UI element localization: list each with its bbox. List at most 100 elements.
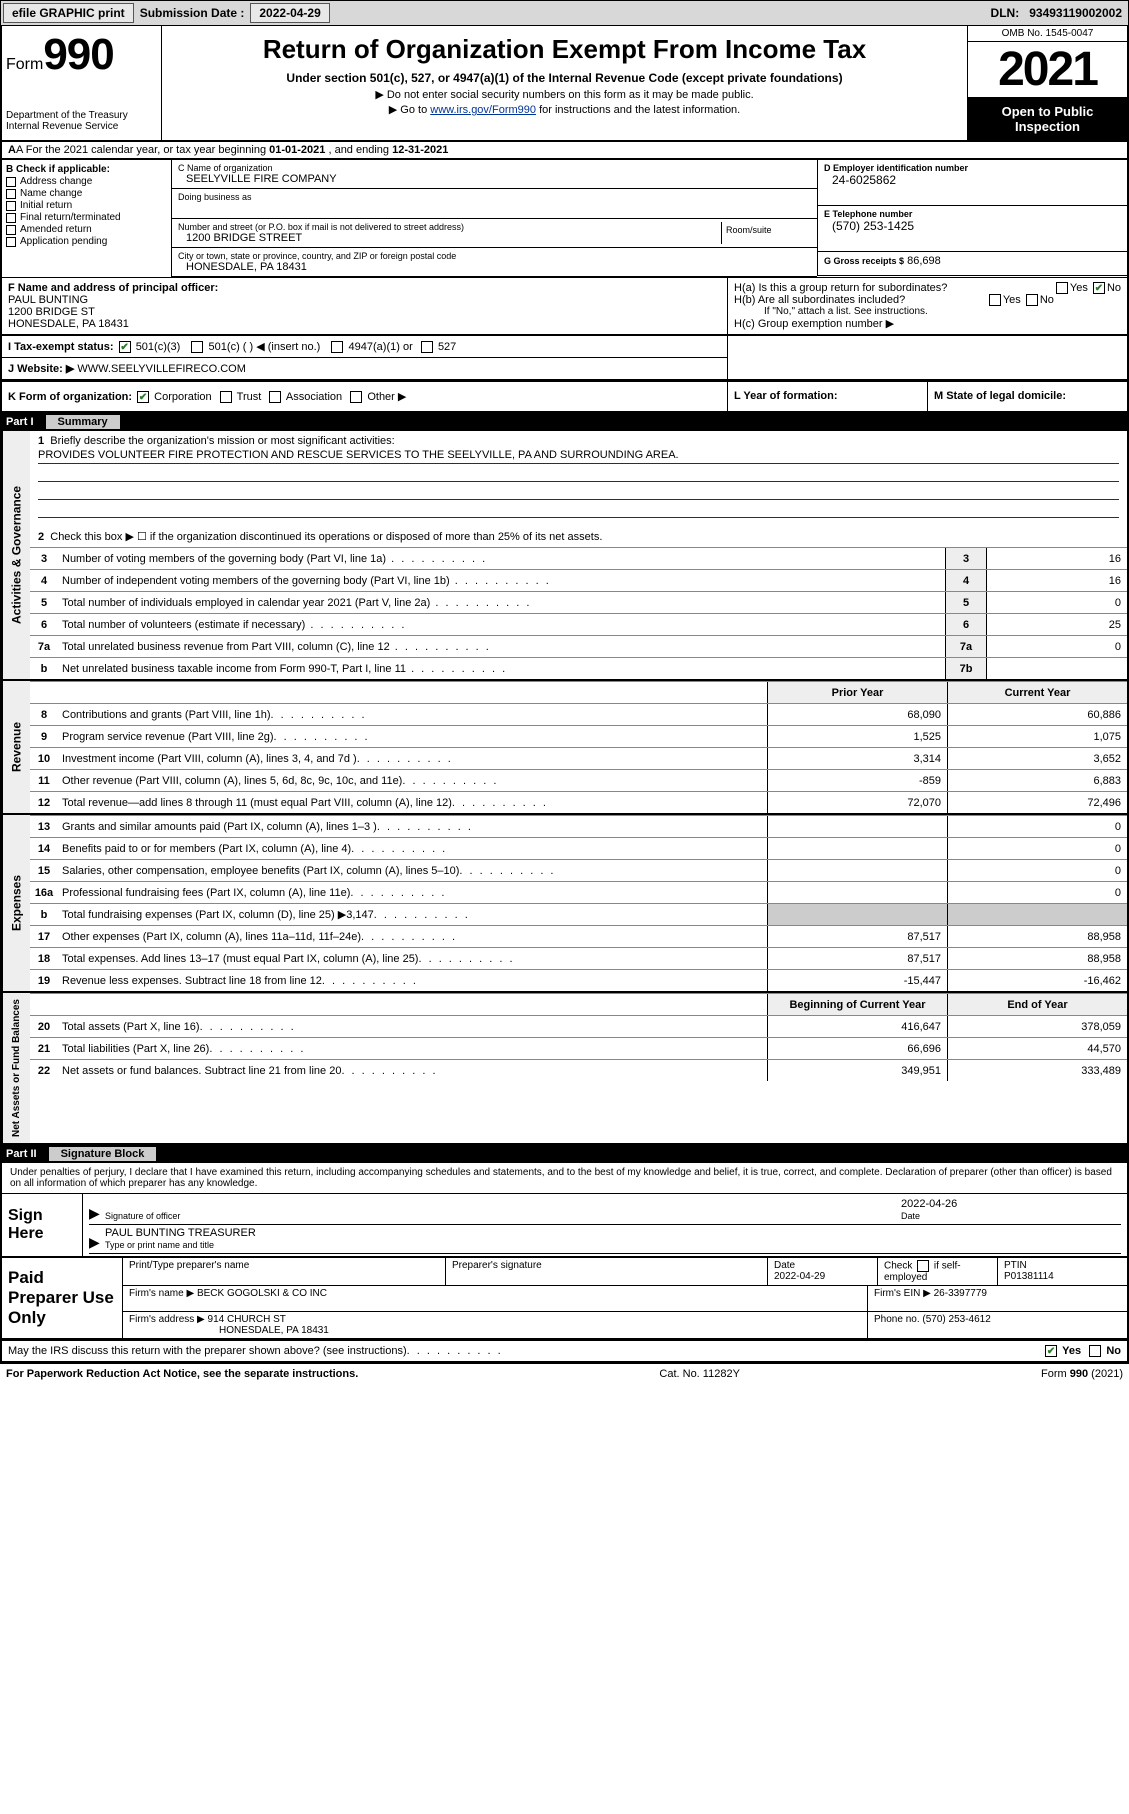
side-net-assets: Net Assets or Fund Balances bbox=[2, 993, 30, 1143]
sign-here-label: Sign Here bbox=[2, 1194, 82, 1256]
section-h: H(a) Is this a group return for subordin… bbox=[727, 278, 1127, 334]
net-line-21: 21Total liabilities (Part X, line 26)66,… bbox=[30, 1037, 1127, 1059]
ha-yes[interactable] bbox=[1056, 282, 1068, 294]
check-final-return[interactable] bbox=[6, 213, 16, 223]
gov-line-5: 5Total number of individuals employed in… bbox=[30, 591, 1127, 613]
discuss-yes[interactable] bbox=[1045, 1345, 1057, 1357]
open-to-public: Open to Public Inspection bbox=[968, 98, 1127, 140]
check-association[interactable] bbox=[269, 391, 281, 403]
discuss-row: May the IRS discuss this return with the… bbox=[0, 1340, 1129, 1363]
gross-receipts: 86,698 bbox=[907, 255, 941, 267]
rev-line-8: 8Contributions and grants (Part VIII, li… bbox=[30, 703, 1127, 725]
subtitle-1: Under section 501(c), 527, or 4947(a)(1)… bbox=[172, 71, 957, 85]
sig-date: 2022-04-26 bbox=[901, 1198, 1121, 1210]
mission-text: PROVIDES VOLUNTEER FIRE PROTECTION AND R… bbox=[38, 449, 679, 461]
check-initial-return[interactable] bbox=[6, 201, 16, 211]
hb-no[interactable] bbox=[1026, 294, 1038, 306]
subtitle-2: ▶ Do not enter social security numbers o… bbox=[172, 88, 957, 101]
hb-yes[interactable] bbox=[989, 294, 1001, 306]
signature-block: Under penalties of perjury, I declare th… bbox=[0, 1163, 1129, 1258]
efile-topbar: efile GRAPHIC print Submission Date : 20… bbox=[0, 0, 1129, 26]
dln-value: 93493119002002 bbox=[1023, 6, 1128, 20]
net-header: Beginning of Current Year End of Year bbox=[30, 993, 1127, 1015]
check-4947[interactable] bbox=[331, 341, 343, 353]
check-501c3[interactable] bbox=[119, 341, 131, 353]
room-suite: Room/suite bbox=[721, 222, 811, 244]
gov-line-7a: 7aTotal unrelated business revenue from … bbox=[30, 635, 1127, 657]
section-i: I Tax-exempt status: 501(c)(3) 501(c) ( … bbox=[2, 335, 727, 357]
side-revenue: Revenue bbox=[2, 681, 30, 813]
dln-label: DLN: bbox=[987, 6, 1024, 20]
gov-line-6: 6Total number of volunteers (estimate if… bbox=[30, 613, 1127, 635]
net-line-22: 22Net assets or fund balances. Subtract … bbox=[30, 1059, 1127, 1081]
mission-block: 1 Briefly describe the organization's mi… bbox=[30, 431, 1127, 522]
ein-label: D Employer identification number bbox=[824, 163, 1121, 173]
omb-number: OMB No. 1545-0047 bbox=[968, 26, 1127, 42]
check-app-pending[interactable] bbox=[6, 237, 16, 247]
exp-line-17: 17Other expenses (Part IX, column (A), l… bbox=[30, 925, 1127, 947]
signature-arrow-icon: ▶ bbox=[89, 1205, 105, 1222]
submission-date-label: Submission Date : bbox=[136, 6, 249, 20]
ptin: P01381114 bbox=[1004, 1271, 1054, 1282]
form-number: Form990 bbox=[6, 30, 157, 80]
check-501c[interactable] bbox=[191, 341, 203, 353]
submission-date-value[interactable]: 2022-04-29 bbox=[250, 3, 329, 23]
org-name: SEELYVILLE FIRE COMPANY bbox=[178, 173, 811, 185]
name-arrow-icon: ▶ bbox=[89, 1234, 105, 1251]
firm-name: BECK GOGOLSKI & CO INC bbox=[197, 1288, 327, 1299]
org-address: 1200 BRIDGE STREET bbox=[178, 232, 721, 244]
exp-line-13: 13Grants and similar amounts paid (Part … bbox=[30, 815, 1127, 837]
page-footer: For Paperwork Reduction Act Notice, see … bbox=[0, 1363, 1129, 1384]
website-value: WWW.SEELYVILLEFIRECO.COM bbox=[77, 363, 246, 375]
tax-year: 2021 bbox=[968, 42, 1127, 98]
subtitle-3: ▶ Go to www.irs.gov/Form990 for instruct… bbox=[172, 103, 957, 116]
ha-no[interactable] bbox=[1093, 282, 1105, 294]
irs-label: Internal Revenue Service bbox=[6, 121, 157, 132]
section-k: K Form of organization: Corporation Trus… bbox=[0, 380, 1129, 413]
section-j: J Website: ▶ WWW.SEELYVILLEFIRECO.COM bbox=[2, 357, 727, 379]
phone-value: (570) 253-1425 bbox=[824, 219, 1121, 233]
part1-header: Part ISummary bbox=[0, 413, 1129, 431]
line-2-text: Check this box ▶ ☐ if the organization d… bbox=[50, 531, 602, 543]
form-title: Return of Organization Exempt From Incom… bbox=[172, 34, 957, 65]
check-amended[interactable] bbox=[6, 225, 16, 235]
gov-line-4: 4Number of independent voting members of… bbox=[30, 569, 1127, 591]
side-activities: Activities & Governance bbox=[2, 431, 30, 679]
form-header: Form990 Department of the Treasury Inter… bbox=[0, 26, 1129, 142]
section-c: C Name of organization SEELYVILLE FIRE C… bbox=[172, 160, 817, 277]
section-b: B Check if applicable: Address change Na… bbox=[2, 160, 172, 277]
firm-ein: 26-3397779 bbox=[934, 1288, 987, 1299]
exp-line-16a: 16aProfessional fundraising fees (Part I… bbox=[30, 881, 1127, 903]
year-formation: L Year of formation: bbox=[727, 382, 927, 411]
check-self-employed[interactable] bbox=[917, 1260, 929, 1272]
prep-date: 2022-04-29 bbox=[774, 1271, 825, 1282]
ein-value: 24-6025862 bbox=[824, 173, 1121, 187]
perjury-declaration: Under penalties of perjury, I declare th… bbox=[2, 1163, 1127, 1194]
state-domicile: M State of legal domicile: bbox=[927, 382, 1127, 411]
officer-name-title: PAUL BUNTING TREASURER bbox=[105, 1227, 1121, 1239]
check-trust[interactable] bbox=[220, 391, 232, 403]
form990-link[interactable]: www.irs.gov/Form990 bbox=[430, 104, 536, 116]
exp-line-19: 19Revenue less expenses. Subtract line 1… bbox=[30, 969, 1127, 991]
org-city: HONESDALE, PA 18431 bbox=[178, 261, 811, 273]
rev-line-11: 11Other revenue (Part VIII, column (A), … bbox=[30, 769, 1127, 791]
rev-line-9: 9Program service revenue (Part VIII, lin… bbox=[30, 725, 1127, 747]
discuss-no[interactable] bbox=[1089, 1345, 1101, 1357]
check-527[interactable] bbox=[421, 341, 433, 353]
check-address-change[interactable] bbox=[6, 177, 16, 187]
firm-phone: (570) 253-4612 bbox=[922, 1314, 990, 1325]
check-name-change[interactable] bbox=[6, 189, 16, 199]
paid-preparer: Paid Preparer Use Only Print/Type prepar… bbox=[0, 1258, 1129, 1340]
tax-year-row: AA For the 2021 calendar year, or tax ye… bbox=[0, 142, 1129, 160]
firm-addr1: 914 CHURCH ST bbox=[208, 1314, 286, 1325]
efile-print-button[interactable]: efile GRAPHIC print bbox=[3, 3, 134, 23]
phone-label: E Telephone number bbox=[824, 209, 1121, 219]
dept-label: Department of the Treasury bbox=[6, 110, 157, 121]
officer-name: PAUL BUNTING bbox=[8, 294, 88, 306]
check-other[interactable] bbox=[350, 391, 362, 403]
gov-line-7b: bNet unrelated business taxable income f… bbox=[30, 657, 1127, 679]
rev-line-10: 10Investment income (Part VIII, column (… bbox=[30, 747, 1127, 769]
part2-header: Part IISignature Block bbox=[0, 1145, 1129, 1163]
exp-line-b: bTotal fundraising expenses (Part IX, co… bbox=[30, 903, 1127, 925]
check-corporation[interactable] bbox=[137, 391, 149, 403]
